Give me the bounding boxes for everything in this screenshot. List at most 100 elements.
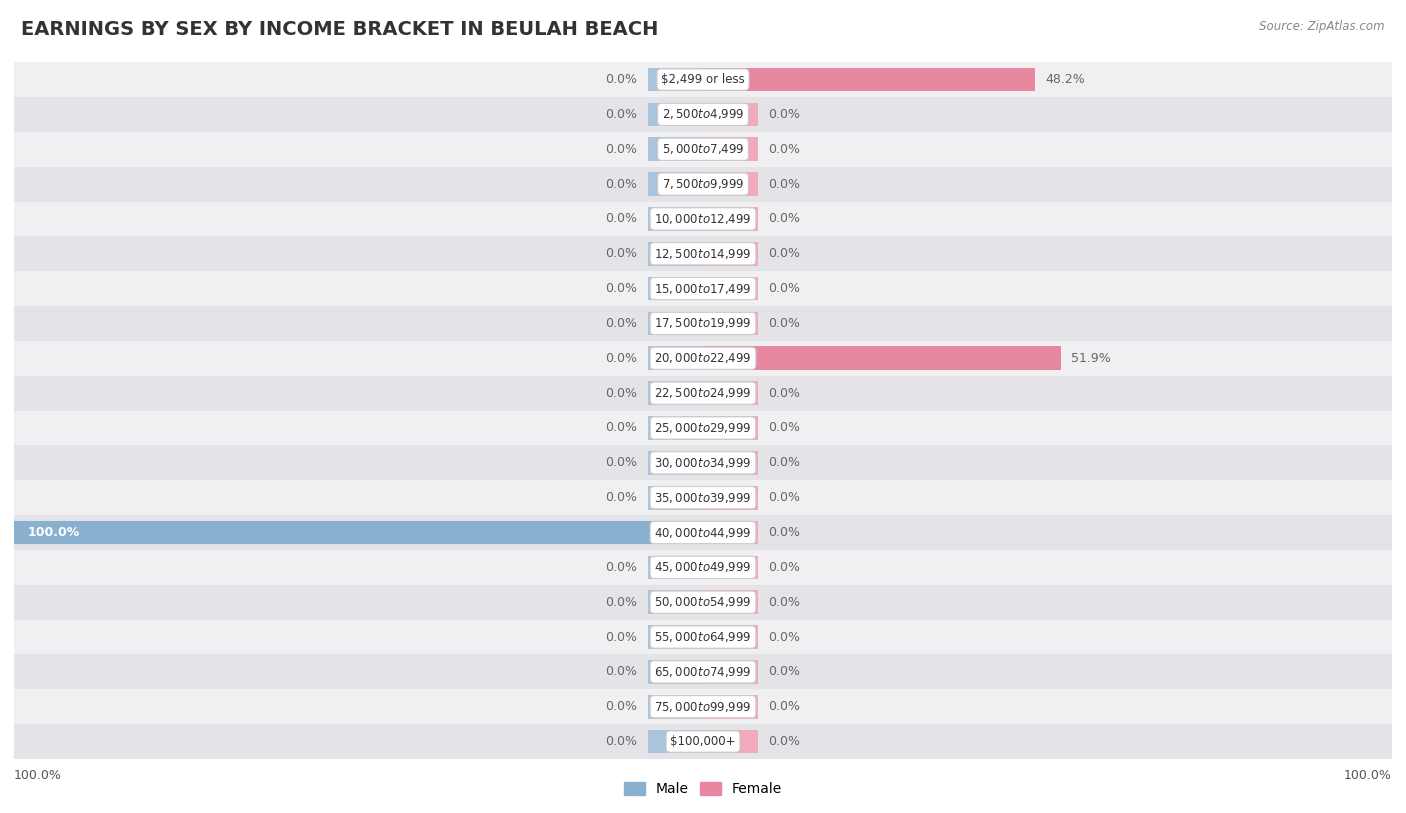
Bar [648,486,703,510]
Text: $17,500 to $19,999: $17,500 to $19,999 [654,316,752,330]
Text: 0.0%: 0.0% [769,700,800,713]
Bar [648,695,703,719]
Text: $75,000 to $99,999: $75,000 to $99,999 [654,700,752,714]
Text: $15,000 to $17,499: $15,000 to $17,499 [654,281,752,296]
Text: EARNINGS BY SEX BY INCOME BRACKET IN BEULAH BEACH: EARNINGS BY SEX BY INCOME BRACKET IN BEU… [21,20,658,39]
Bar [648,207,703,231]
Text: 0.0%: 0.0% [606,596,637,609]
Text: 100.0%: 100.0% [28,526,80,539]
Text: 48.2%: 48.2% [1046,73,1085,86]
Bar [703,381,758,405]
Text: $65,000 to $74,999: $65,000 to $74,999 [654,665,752,679]
Text: 0.0%: 0.0% [769,108,800,121]
Bar [14,585,1392,620]
Text: 0.0%: 0.0% [769,143,800,156]
Text: 0.0%: 0.0% [606,352,637,365]
Text: 0.0%: 0.0% [606,143,637,156]
Bar [703,276,758,301]
Bar [648,346,703,370]
Bar [703,137,758,161]
Bar [648,311,703,335]
Text: 0.0%: 0.0% [606,73,637,86]
Text: 0.0%: 0.0% [769,317,800,330]
Text: 0.0%: 0.0% [769,456,800,469]
Bar [14,62,1392,97]
Bar [14,411,1392,446]
Text: 0.0%: 0.0% [606,665,637,678]
Text: $50,000 to $54,999: $50,000 to $54,999 [654,595,752,609]
Text: $5,000 to $7,499: $5,000 to $7,499 [662,142,744,156]
Bar [14,620,1392,654]
Bar [703,451,758,475]
Bar [14,689,1392,724]
Text: 0.0%: 0.0% [769,596,800,609]
Text: 0.0%: 0.0% [606,735,637,748]
Text: 0.0%: 0.0% [606,247,637,260]
Text: $35,000 to $39,999: $35,000 to $39,999 [654,491,752,505]
Bar [648,590,703,614]
Text: 0.0%: 0.0% [606,700,637,713]
Text: 0.0%: 0.0% [606,282,637,295]
Bar [703,520,758,545]
Bar [648,555,703,579]
Text: $10,000 to $12,499: $10,000 to $12,499 [654,212,752,226]
Text: $30,000 to $34,999: $30,000 to $34,999 [654,456,752,470]
Text: 0.0%: 0.0% [769,491,800,504]
Bar [14,520,703,545]
Text: 0.0%: 0.0% [769,526,800,539]
Text: 0.0%: 0.0% [769,212,800,225]
Bar [703,67,1035,91]
Text: 0.0%: 0.0% [769,735,800,748]
Text: 0.0%: 0.0% [769,282,800,295]
Text: 0.0%: 0.0% [769,561,800,574]
Text: 0.0%: 0.0% [606,177,637,190]
Text: 0.0%: 0.0% [769,387,800,400]
Bar [14,480,1392,515]
Bar [14,132,1392,167]
Text: $45,000 to $49,999: $45,000 to $49,999 [654,560,752,574]
Bar [14,202,1392,237]
Bar [703,416,758,440]
Bar [703,242,758,266]
Bar [14,654,1392,689]
Text: 0.0%: 0.0% [769,177,800,190]
Bar [648,730,703,754]
Text: $7,500 to $9,999: $7,500 to $9,999 [662,177,744,191]
Text: 0.0%: 0.0% [606,561,637,574]
Text: $100,000+: $100,000+ [671,735,735,748]
Bar [14,237,1392,272]
Text: 0.0%: 0.0% [606,421,637,434]
Bar [648,102,703,126]
Text: 100.0%: 100.0% [14,769,62,782]
Bar [703,207,758,231]
Bar [703,590,758,614]
Text: $20,000 to $22,499: $20,000 to $22,499 [654,351,752,365]
Text: $2,500 to $4,999: $2,500 to $4,999 [662,107,744,121]
Bar [14,376,1392,411]
Bar [14,341,1392,376]
Bar [14,724,1392,759]
Text: $25,000 to $29,999: $25,000 to $29,999 [654,421,752,435]
Bar [648,276,703,301]
Bar [703,555,758,579]
Text: 100.0%: 100.0% [1344,769,1392,782]
Bar [14,446,1392,480]
Text: $22,500 to $24,999: $22,500 to $24,999 [654,386,752,400]
Bar [703,102,758,126]
Bar [703,311,758,335]
Text: 0.0%: 0.0% [769,421,800,434]
Bar [703,695,758,719]
Bar [14,515,1392,550]
Bar [648,416,703,440]
Bar [648,242,703,266]
Bar [14,272,1392,306]
Bar [703,660,758,684]
Text: Source: ZipAtlas.com: Source: ZipAtlas.com [1260,20,1385,33]
Text: $12,500 to $14,999: $12,500 to $14,999 [654,247,752,261]
Text: 0.0%: 0.0% [769,631,800,644]
Bar [703,486,758,510]
Bar [703,625,758,649]
Text: 0.0%: 0.0% [769,665,800,678]
Bar [648,625,703,649]
Bar [648,660,703,684]
